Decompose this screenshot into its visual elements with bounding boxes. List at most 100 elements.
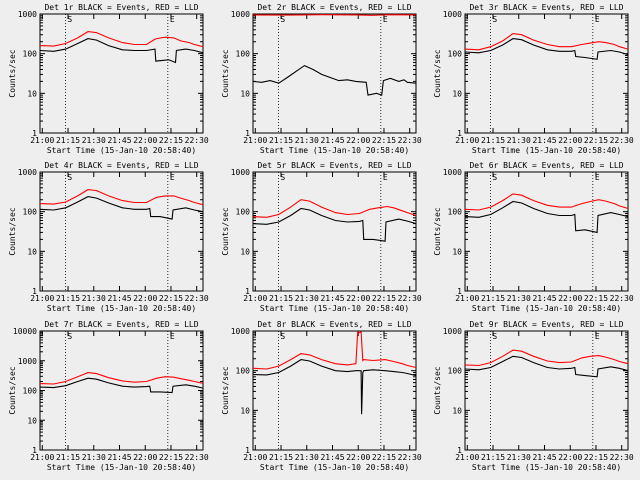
chart-title: Det 5r BLACK = Events, RED = LLD <box>257 161 411 170</box>
y-axis-label: Counts/sec <box>8 207 17 255</box>
y-axis-label: Counts/sec <box>433 366 442 414</box>
x-tick-label: 21:00 <box>243 453 267 462</box>
y-axis-label: Counts/sec <box>221 366 230 414</box>
lld-series-line <box>464 349 629 367</box>
y-tick-label: 100 <box>23 50 38 59</box>
y-tick-label: 1 <box>457 287 462 296</box>
y-tick-label: 1 <box>457 446 462 455</box>
x-tick-label: 21:45 <box>320 453 344 462</box>
x-tick-label: 21:45 <box>532 136 556 145</box>
x-tick-label: 22:15 <box>372 453 396 462</box>
y-tick-label: 1 <box>245 446 250 455</box>
x-tick-label: 21:30 <box>82 136 106 145</box>
x-tick-label: 21:30 <box>82 294 106 303</box>
chart-title: Det 7r BLACK = Events, RED = LLD <box>44 320 198 329</box>
y-tick-label: 10000 <box>13 327 37 336</box>
chart-title: Det 4r BLACK = Events, RED = LLD <box>44 161 198 170</box>
x-tick-label: 21:15 <box>481 453 505 462</box>
x-tick-label: 22:15 <box>584 136 608 145</box>
x-tick-label: 21:15 <box>269 136 293 145</box>
y-tick-label: 10 <box>452 247 462 256</box>
x-axis-label: Start Time (15-Jan-10 20:58:40) <box>47 463 196 472</box>
y-tick-label: 1000 <box>231 10 250 19</box>
time-marker-label: S <box>492 173 497 182</box>
x-tick-label: 22:00 <box>133 136 157 145</box>
y-axis-label: Counts/sec <box>221 49 230 97</box>
time-marker-label: E <box>170 332 175 341</box>
events-series-line <box>252 359 417 415</box>
y-axis-label: Counts/sec <box>433 49 442 97</box>
plot-frame <box>464 330 629 451</box>
x-tick-label: 22:15 <box>584 294 608 303</box>
time-marker-label: S <box>67 173 72 182</box>
time-marker-label: E <box>170 173 175 182</box>
x-tick-label: 22:15 <box>372 136 396 145</box>
x-tick-label: 22:30 <box>398 453 422 462</box>
x-axis-label: Start Time (15-Jan-10 20:58:40) <box>260 463 409 472</box>
time-marker-label: E <box>170 15 175 24</box>
x-tick-label: 22:30 <box>610 294 634 303</box>
y-tick-label: 100 <box>23 208 38 217</box>
plot-frame <box>464 13 629 134</box>
x-tick-label: 21:30 <box>295 294 319 303</box>
x-tick-label: 22:00 <box>346 136 370 145</box>
lld-series-line <box>252 331 417 370</box>
x-tick-label: 21:15 <box>481 294 505 303</box>
y-tick-label: 10 <box>452 89 462 98</box>
x-axis-label: Start Time (15-Jan-10 20:58:40) <box>472 304 621 313</box>
x-tick-label: 22:30 <box>185 294 209 303</box>
x-tick-label: 21:00 <box>243 294 267 303</box>
plot-frame <box>39 330 204 451</box>
lld-series-line <box>39 31 204 48</box>
lld-series-line <box>464 33 629 51</box>
time-marker-label: E <box>595 173 600 182</box>
y-tick-label: 1 <box>32 446 37 455</box>
y-tick-label: 1 <box>32 287 37 296</box>
plot-frame <box>39 171 204 292</box>
x-tick-label: 21:00 <box>30 453 54 462</box>
x-tick-label: 21:15 <box>269 294 293 303</box>
x-tick-label: 22:00 <box>133 294 157 303</box>
x-tick-label: 21:00 <box>455 453 479 462</box>
time-marker-label: E <box>383 15 388 24</box>
y-tick-label: 100 <box>236 367 251 376</box>
plot-frame <box>252 13 417 134</box>
x-tick-label: 21:15 <box>56 294 80 303</box>
chart-title: Det 1r BLACK = Events, RED = LLD <box>44 3 198 12</box>
events-series-line <box>39 38 204 64</box>
y-tick-label: 1000 <box>443 327 462 336</box>
y-tick-label: 100 <box>448 50 463 59</box>
y-tick-label: 10 <box>240 89 250 98</box>
x-tick-label: 22:15 <box>159 453 183 462</box>
time-marker-label: E <box>595 15 600 24</box>
x-axis-label: Start Time (15-Jan-10 20:58:40) <box>47 304 196 313</box>
time-marker-label: S <box>492 332 497 341</box>
y-tick-label: 1000 <box>18 357 37 366</box>
x-tick-label: 21:45 <box>107 453 131 462</box>
x-tick-label: 22:00 <box>558 294 582 303</box>
events-series-line <box>464 200 629 234</box>
x-tick-label: 21:00 <box>243 136 267 145</box>
x-axis-label: Start Time (15-Jan-10 20:58:40) <box>260 304 409 313</box>
x-tick-label: 22:00 <box>558 453 582 462</box>
x-tick-label: 22:15 <box>584 453 608 462</box>
y-tick-label: 1000 <box>18 168 37 177</box>
lld-series-line <box>252 199 417 218</box>
x-tick-label: 22:30 <box>610 453 634 462</box>
x-tick-label: 21:15 <box>481 136 505 145</box>
x-tick-label: 21:00 <box>30 294 54 303</box>
x-axis-label: Start Time (15-Jan-10 20:58:40) <box>472 146 621 155</box>
x-tick-label: 21:15 <box>56 453 80 462</box>
lld-series-line <box>464 193 629 211</box>
x-tick-label: 21:45 <box>320 136 344 145</box>
chart-title: Det 2r BLACK = Events, RED = LLD <box>257 3 411 12</box>
time-marker-label: E <box>595 332 600 341</box>
x-tick-label: 21:45 <box>532 453 556 462</box>
time-marker-label: S <box>280 173 285 182</box>
